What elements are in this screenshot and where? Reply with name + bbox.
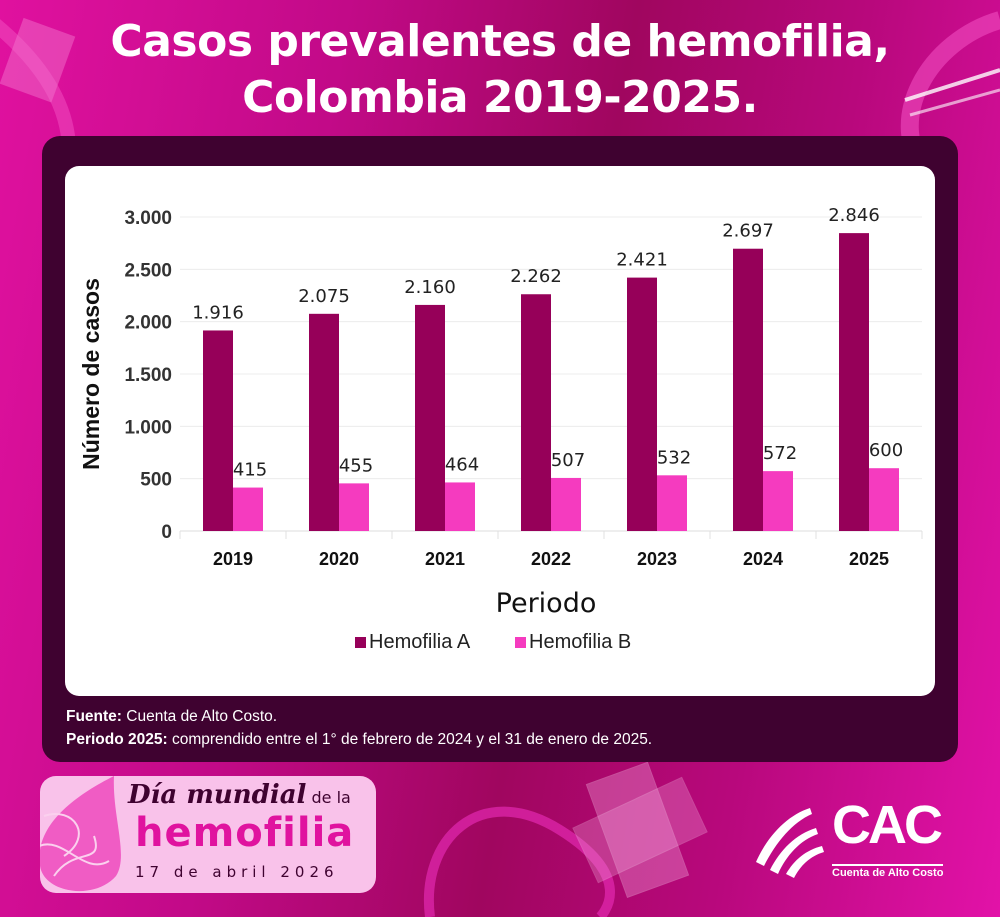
bar-hemofilia-b [233, 487, 263, 531]
x-tick-label: 2020 [319, 549, 359, 569]
data-label: 415 [233, 460, 267, 481]
data-label: 2.697 [722, 221, 774, 242]
y-tick-label: 2.000 [124, 313, 172, 334]
bar-hemofilia-b [551, 477, 581, 531]
bar-hemofilia-a [627, 277, 657, 531]
data-label: 600 [869, 440, 903, 461]
bar-hemofilia-a [839, 233, 869, 532]
x-tick-label: 2019 [213, 549, 253, 569]
bar-hemofilia-a [309, 313, 339, 531]
title-line-2: Colombia 2019-2025. [242, 72, 758, 123]
y-tick-label: 1.500 [124, 365, 172, 386]
chart-card: 0 500 1.000 1.500 2.000 2.500 3.000 1.916 415 201… [65, 166, 935, 696]
x-tick-label: 2023 [637, 549, 677, 569]
x-axis-label: Periodo [496, 588, 597, 619]
bar-hemofilia-b [763, 471, 793, 531]
badge-dia-mundial: Día mundial [128, 780, 307, 810]
cac-logo: CAC Cuenta de Alto Costo [748, 795, 958, 880]
event-badge: Día mundial de la hemofilia 17 de abril … [40, 776, 376, 893]
data-label: 2.421 [616, 250, 668, 271]
y-tick-label: 3.000 [124, 208, 172, 229]
period-text: comprendido entre el 1° de febrero de 20… [167, 731, 653, 748]
legend-swatch-hemofilia-a [355, 637, 366, 648]
badge-de-la: de la [306, 788, 351, 807]
badge-line-2: hemofilia [135, 810, 355, 856]
data-label: 2.075 [298, 286, 350, 307]
bar-hemofilia-b [657, 475, 687, 531]
bar-chart: 0 500 1.000 1.500 2.000 2.500 3.000 1.916 415 201… [78, 205, 923, 653]
badge-line-1: Día mundial de la [128, 780, 351, 810]
y-tick-label: 1.000 [124, 417, 172, 438]
source-text: Cuenta de Alto Costo. [121, 708, 278, 725]
bar-hemofilia-a [415, 304, 445, 531]
cac-swoosh-icon [756, 808, 824, 878]
data-label: 532 [657, 447, 691, 468]
period-label: Periodo 2025: [66, 731, 168, 748]
x-tick-label: 2022 [531, 549, 571, 569]
source-note: Fuente: Cuenta de Alto Costo. [66, 708, 277, 726]
bar-hemofilia-b [339, 483, 369, 531]
x-tick-label: 2024 [743, 549, 783, 569]
y-tick-label: 2.500 [124, 260, 172, 281]
bar-hemofilia-b [445, 482, 475, 531]
data-label: 507 [551, 450, 585, 471]
y-tick-label: 0 [161, 522, 172, 543]
bar-hemofilia-b [869, 468, 899, 531]
data-label: 455 [339, 455, 373, 476]
legend-label: Hemofilia A [369, 631, 471, 653]
y-tick-label: 500 [140, 470, 172, 491]
bar-hemofilia-a [521, 294, 551, 531]
data-label: 2.846 [828, 205, 880, 226]
legend-swatch-hemofilia-b [515, 637, 526, 648]
logo-subtitle: Cuenta de Alto Costo [832, 864, 944, 879]
x-tick-label: 2025 [849, 549, 889, 569]
bar-hemofilia-a [733, 248, 763, 531]
legend-label: Hemofilia B [529, 631, 631, 653]
data-label: 572 [763, 443, 797, 464]
bar-hemofilia-a [203, 330, 233, 531]
source-label: Fuente: [66, 708, 122, 725]
badge-date: 17 de abril 2026 [135, 863, 339, 881]
data-label: 2.160 [404, 277, 456, 298]
x-tick-label: 2021 [425, 549, 465, 569]
data-label: 464 [445, 454, 479, 475]
period-note: Periodo 2025: comprendido entre el 1° de… [66, 731, 652, 749]
blood-drop-icon [40, 776, 121, 891]
page-title: Casos prevalentes de hemofilia, Colombia… [0, 14, 1000, 126]
logo-text: CAC [832, 795, 943, 855]
data-label: 1.916 [192, 302, 244, 323]
data-label: 2.262 [510, 266, 562, 287]
title-line-1: Casos prevalentes de hemofilia, [110, 16, 890, 67]
y-axis-label: Número de casos [78, 278, 104, 470]
